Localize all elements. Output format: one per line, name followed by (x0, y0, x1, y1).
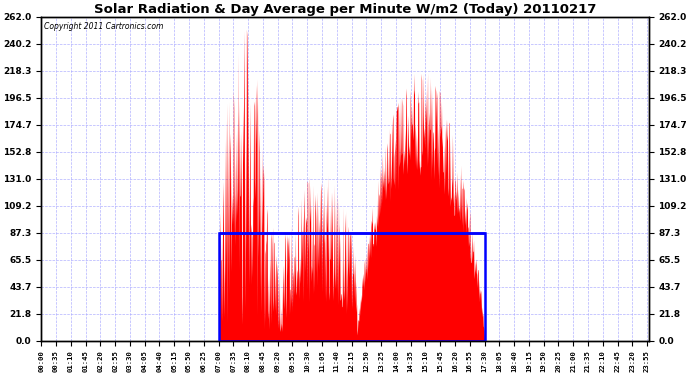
Text: Copyright 2011 Cartronics.com: Copyright 2011 Cartronics.com (44, 22, 164, 31)
Bar (219, 233, 484, 340)
Title: Solar Radiation & Day Average per Minute W/m2 (Today) 20110217: Solar Radiation & Day Average per Minute… (94, 3, 596, 16)
